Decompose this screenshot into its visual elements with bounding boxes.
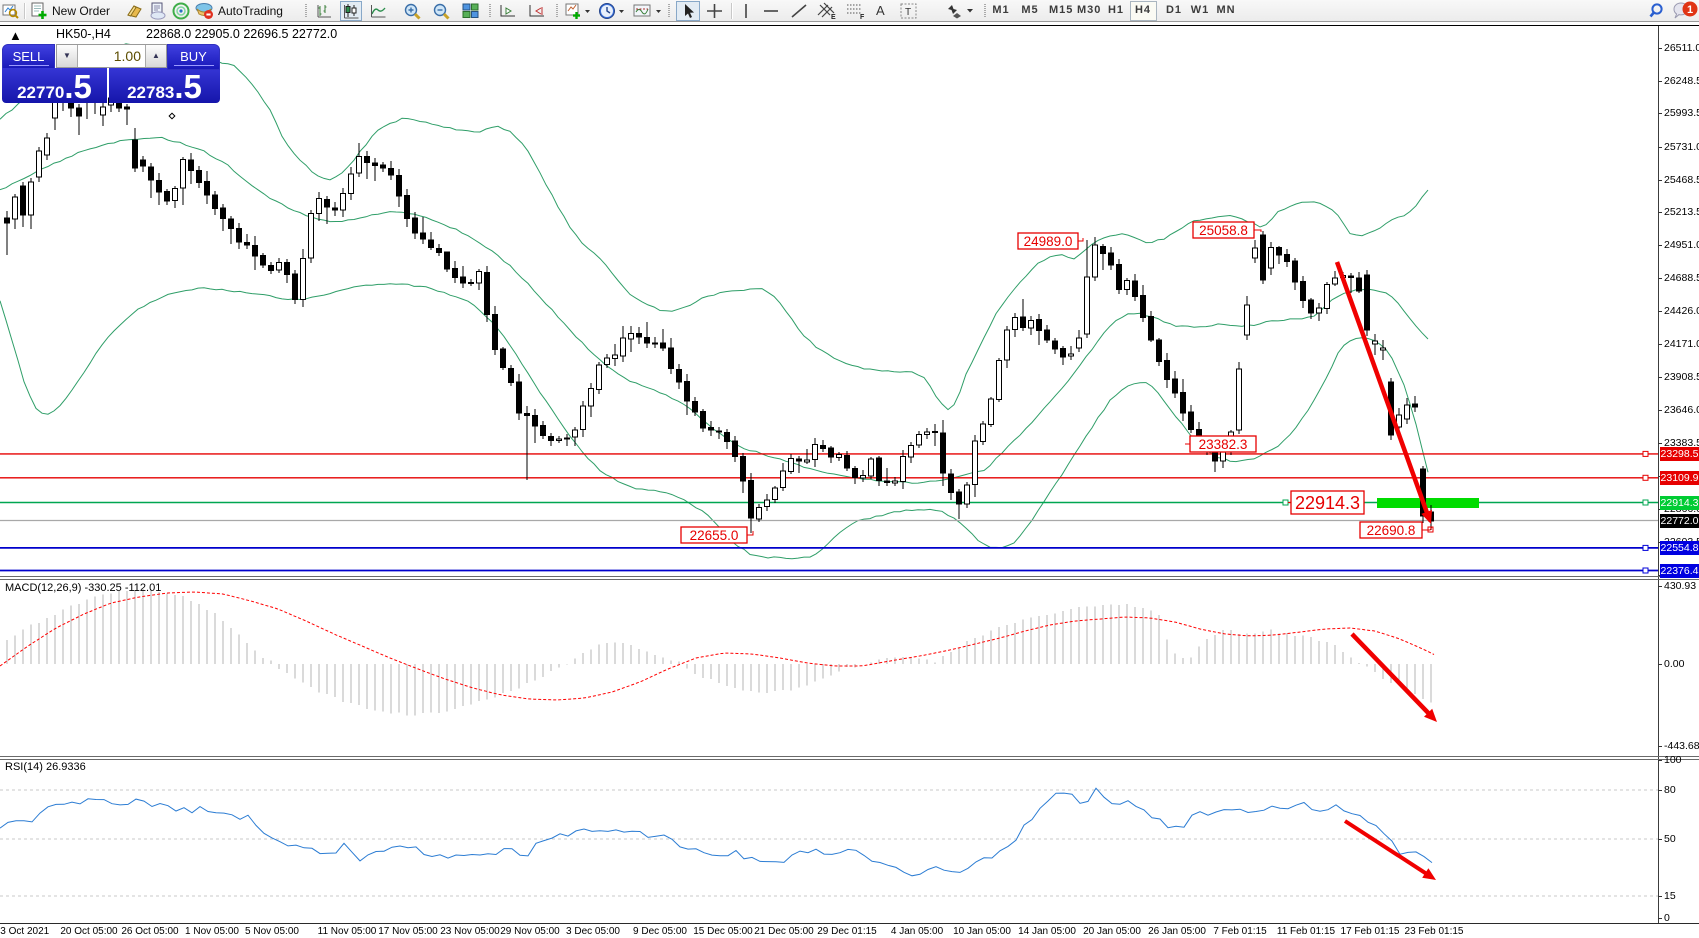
- svg-text:23382.3: 23382.3: [1199, 437, 1248, 452]
- svg-text:T: T: [905, 7, 911, 18]
- svg-text:22690.8: 22690.8: [1367, 523, 1416, 538]
- svg-text:F: F: [860, 14, 865, 20]
- svg-text:E: E: [831, 14, 836, 20]
- svg-text:1: 1: [1687, 4, 1693, 16]
- svg-text:22914.3: 22914.3: [1295, 493, 1360, 513]
- svg-text:25058.8: 25058.8: [1199, 223, 1248, 238]
- svg-text:22655.0: 22655.0: [690, 528, 739, 543]
- svg-text:24989.0: 24989.0: [1024, 234, 1073, 249]
